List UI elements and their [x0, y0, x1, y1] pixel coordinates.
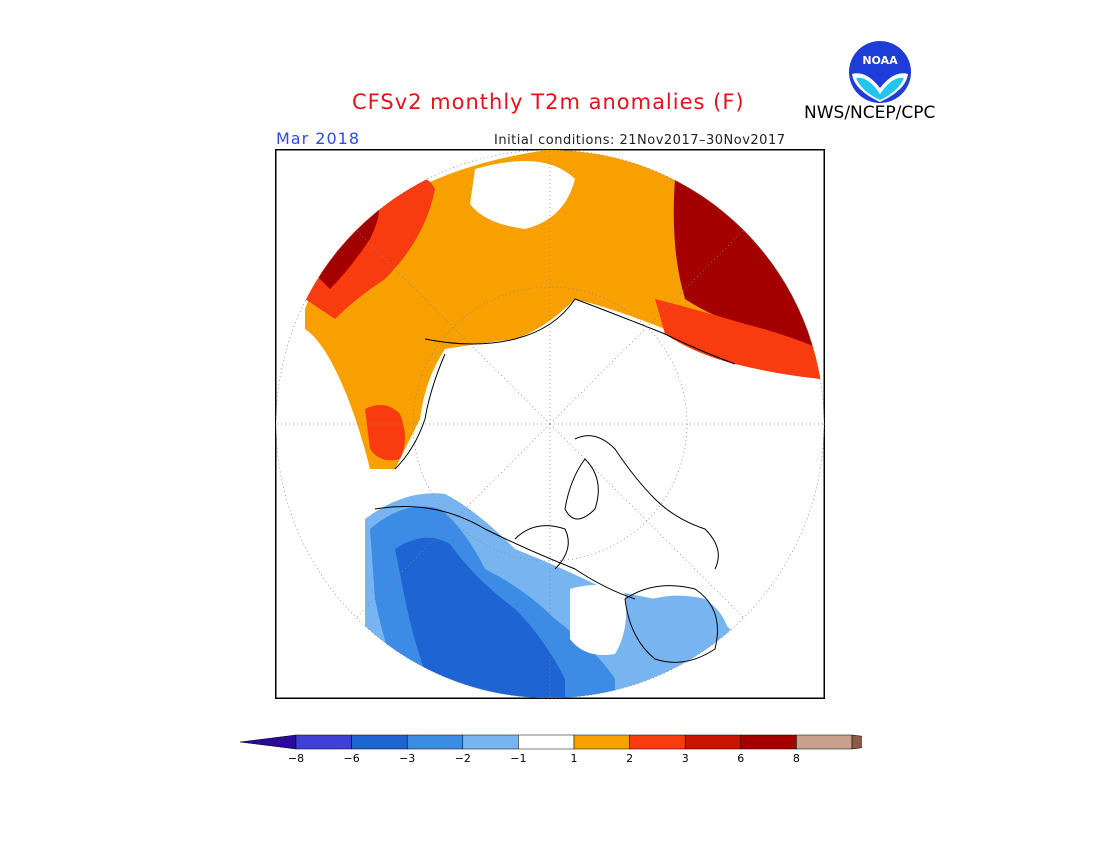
scale-label: −1 — [510, 752, 527, 765]
polar-map — [274, 148, 826, 700]
scale-bin-7 — [629, 734, 686, 750]
scale-bin-3 — [406, 734, 464, 750]
scale-bin-8 — [684, 734, 742, 750]
scale-bin-2 — [351, 734, 408, 750]
scale-label: −2 — [454, 752, 471, 765]
page-title: CFSv2 monthly T2m anomalies (F) — [352, 90, 745, 114]
noaa-logo: NOAA — [848, 40, 912, 104]
scale-label: 6 — [737, 752, 745, 765]
scale-bin-4 — [462, 734, 519, 750]
warm-region-west-russia — [655, 299, 820, 379]
coastlines — [374, 298, 736, 663]
warm-region-alaska — [305, 175, 435, 319]
scale-bin-5 — [518, 734, 575, 750]
initial-conditions: Initial conditions: 21Nov2017–30Nov2017 — [494, 133, 786, 148]
noaa-logo-text: NOAA — [862, 54, 898, 67]
warm-region-west-coast — [365, 405, 405, 461]
scale-arrow-low — [239, 734, 297, 750]
scale-label: 2 — [626, 752, 634, 765]
scale-label: −8 — [287, 752, 305, 765]
scale-bin-10 — [796, 734, 853, 750]
forecast-month: Mar 2018 — [276, 129, 360, 148]
scale-arrow-high — [851, 734, 909, 750]
scale-label: 1 — [570, 752, 578, 765]
neutral-hudson-area — [570, 585, 627, 655]
scale-label: 3 — [681, 752, 689, 765]
warm-region-east-siberia — [673, 179, 820, 349]
organization-label: NWS/NCEP/CPC — [804, 103, 936, 123]
scale-bin-1 — [295, 734, 352, 750]
cold-region-canada-deep — [395, 537, 565, 698]
scale-label: −6 — [343, 752, 360, 765]
scale-label: 8 — [792, 752, 800, 765]
scale-bin-6 — [573, 734, 630, 750]
graticule — [275, 149, 825, 699]
scale-label: −3 — [399, 752, 416, 765]
neutral-arctic-cap — [470, 161, 575, 229]
color-scale — [238, 732, 909, 772]
scale-bin-9 — [740, 734, 797, 750]
